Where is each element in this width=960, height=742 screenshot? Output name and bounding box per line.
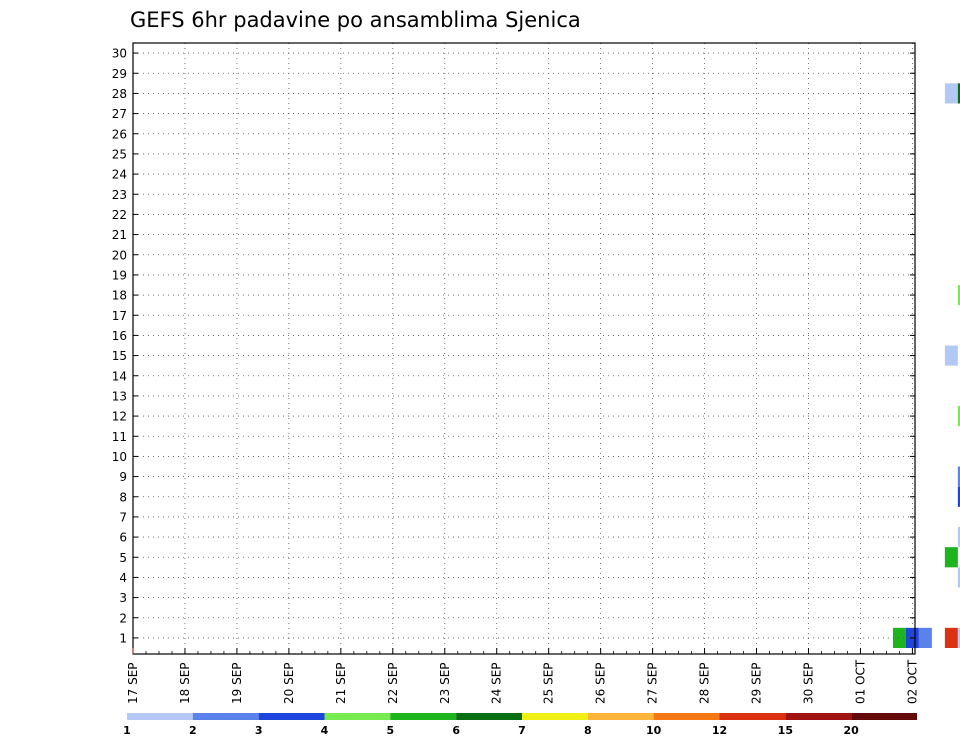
y-tick-label: 18 [112, 289, 127, 303]
y-tick-label: 14 [112, 369, 127, 383]
x-tick-label: 26 SEP [594, 662, 608, 704]
legend-swatch [785, 713, 852, 720]
y-tick-label: 7 [119, 510, 127, 524]
x-tick-label: 23 SEP [438, 662, 452, 704]
heatmap-cell [957, 627, 960, 648]
y-tick-label: 29 [112, 67, 127, 81]
heatmap-cell [957, 527, 960, 548]
y-tick-label: 26 [112, 127, 127, 141]
y-tick-label: 2 [119, 611, 127, 625]
y-tick-label: 11 [112, 430, 127, 444]
legend-label: 12 [712, 724, 727, 737]
y-tick-label: 16 [112, 329, 127, 343]
x-tick-label: 21 SEP [334, 662, 348, 704]
heatmap-cells [892, 83, 960, 648]
legend-label: 3 [255, 724, 263, 737]
x-tick-label: 27 SEP [646, 662, 660, 704]
x-tick-label: 02 OCT [905, 659, 919, 704]
x-tick-label: 22 SEP [386, 662, 400, 704]
y-tick-label: 28 [112, 87, 127, 101]
y-tick-label: 12 [112, 410, 127, 424]
legend-swatch [192, 713, 259, 720]
y-tick-label: 15 [112, 349, 127, 363]
plot-frame [132, 42, 916, 655]
x-tick-label: 30 SEP [801, 662, 815, 704]
y-tick-label: 5 [119, 551, 127, 565]
legend-swatch [456, 713, 522, 720]
grid-lines [132, 43, 915, 654]
heatmap-cell [918, 627, 932, 648]
legend-swatch [324, 713, 391, 720]
x-tick-label: 25 SEP [542, 662, 556, 704]
legend-label: 10 [646, 724, 662, 737]
heatmap-cell [957, 567, 960, 588]
legend-label: 6 [452, 724, 460, 737]
x-tick-label: 29 SEP [750, 662, 764, 704]
y-tick-label: 30 [112, 47, 127, 61]
y-tick-label: 8 [119, 490, 127, 504]
color-legend: 1 2 3 4 5 6 7 8 10 12 15 20 [123, 713, 917, 737]
heatmap-cell [957, 406, 960, 427]
y-tick-label: 13 [112, 389, 127, 403]
heatmap-cell [892, 627, 906, 648]
y-tick-label: 9 [119, 470, 127, 484]
y-tick-label: 21 [112, 228, 127, 242]
heatmap-cell [957, 285, 960, 306]
heatmap-cell [944, 547, 958, 568]
x-tick-label: 18 SEP [178, 662, 192, 704]
y-tick-label: 19 [112, 268, 127, 282]
legend-label: 8 [584, 724, 592, 737]
x-axis: 17 SEP 18 SEP 19 SEP 20 SEP 21 SEP 22 SEP 23 S… [126, 648, 919, 704]
legend-swatch [587, 713, 654, 720]
y-tick-label: 4 [119, 571, 127, 585]
y-tick-label: 10 [112, 450, 127, 464]
legend-label: 1 [123, 724, 131, 737]
x-tick-label: 24 SEP [490, 662, 504, 704]
legend-swatch [719, 713, 786, 720]
heatmap-cell [944, 345, 958, 366]
legend-label: 7 [518, 724, 526, 737]
x-tick-label: 28 SEP [698, 662, 712, 704]
y-tick-label: 25 [112, 147, 127, 161]
y-tick-label: 24 [112, 168, 127, 182]
heatmap-cell [944, 83, 958, 104]
y-tick-label: 20 [112, 248, 127, 262]
legend-label: 2 [189, 724, 197, 737]
x-tick-label: 20 SEP [282, 662, 296, 704]
legend-swatch [127, 713, 193, 720]
legend-swatch [851, 713, 917, 720]
heatmap-cell [944, 627, 958, 648]
y-tick-label: 17 [112, 309, 127, 323]
legend-swatch [390, 713, 457, 720]
x-tick-label: 01 OCT [853, 659, 867, 704]
heatmap-cell [957, 486, 960, 507]
legend-swatch [258, 713, 325, 720]
legend-swatch [522, 713, 588, 720]
y-tick-label: 3 [119, 591, 127, 605]
y-tick-label: 6 [119, 531, 127, 545]
heatmap-cell [957, 83, 960, 104]
legend-label: 5 [387, 724, 395, 737]
y-tick-label: 1 [119, 631, 127, 645]
y-tick-label: 22 [112, 208, 127, 222]
y-tick-label: 23 [112, 188, 127, 202]
legend-label: 4 [321, 724, 329, 737]
legend-label: 15 [778, 724, 793, 737]
chart-title: GEFS 6hr padavine po ansamblima Sjenica [130, 8, 581, 32]
x-tick-label: 19 SEP [230, 662, 244, 704]
legend-swatch [653, 713, 720, 720]
legend-label: 20 [844, 724, 860, 737]
y-tick-label: 27 [112, 107, 127, 121]
heatmap-cell [957, 466, 960, 487]
y-axis: 1234567891011121314151617181920212223242… [112, 47, 915, 645]
x-tick-label: 17 SEP [126, 662, 140, 704]
